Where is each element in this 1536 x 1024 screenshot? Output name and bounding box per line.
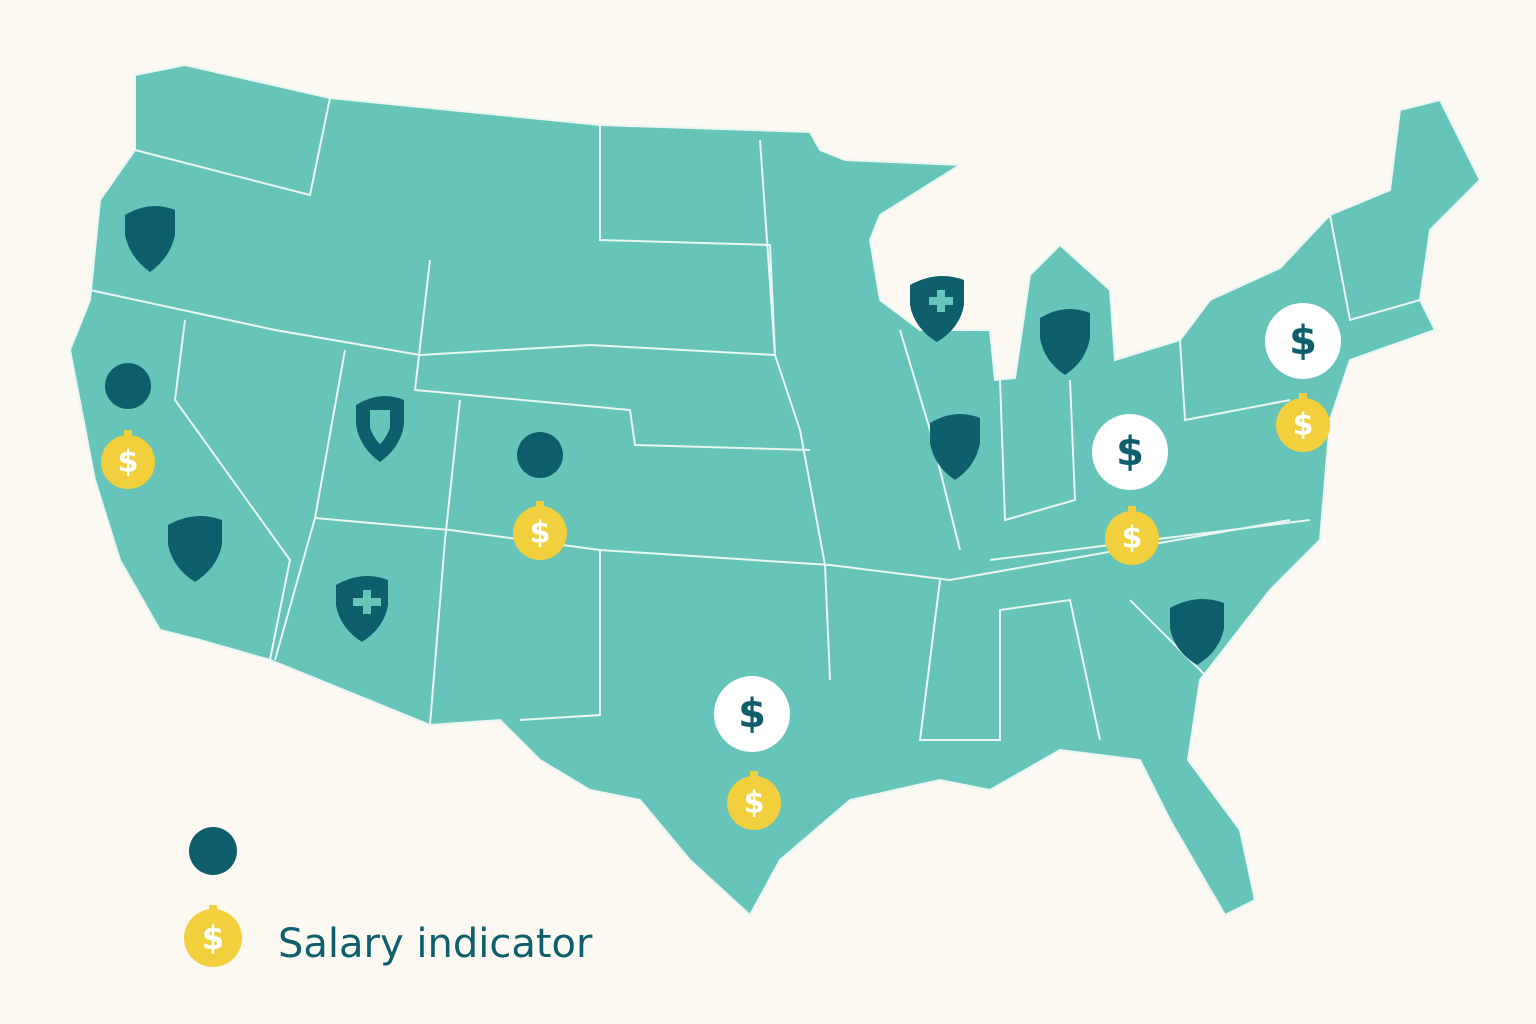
us-map [68, 63, 1482, 917]
dollar-sign: $ [744, 786, 765, 821]
dollar-sign: $ [530, 516, 551, 551]
dollar-sign: $ [1122, 521, 1143, 556]
shield-emblems [353, 290, 953, 614]
shields [125, 206, 1224, 665]
legend-dot [189, 827, 237, 875]
dollar-sign: $ [1289, 318, 1317, 364]
state-borders [89, 97, 1421, 741]
legend-label: Salary indicator [278, 921, 593, 967]
yellow-dollar-markers: $ $ $ $ $ $ [101, 393, 1330, 967]
shield [168, 516, 222, 582]
dots [105, 363, 563, 875]
dot [517, 432, 563, 478]
dollar-sign: $ [738, 691, 766, 737]
white-dollar-markers: $ $ $ [714, 303, 1341, 752]
shield [125, 206, 175, 272]
dot [105, 363, 151, 409]
shield [1040, 309, 1090, 375]
shield [336, 576, 388, 642]
dollar-sign: $ [1293, 408, 1314, 443]
dollar-sign: $ [202, 919, 224, 957]
dollar-sign: $ [118, 445, 139, 480]
dollar-sign: $ [1116, 429, 1144, 475]
shield [1170, 599, 1224, 665]
shield [930, 414, 980, 480]
